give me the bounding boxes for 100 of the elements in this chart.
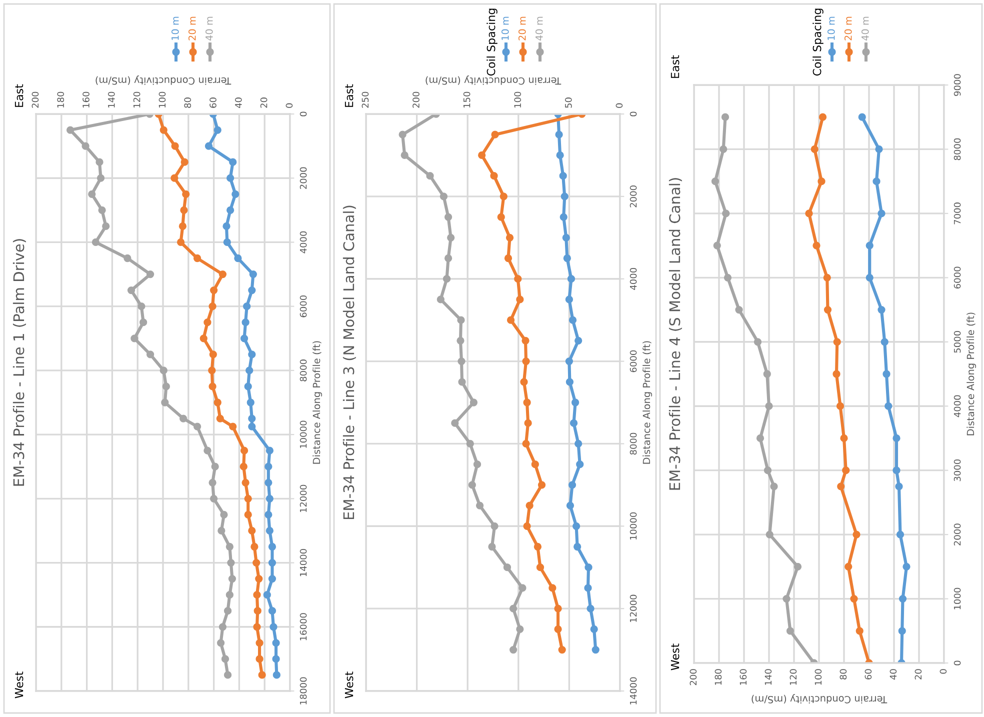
point — [866, 274, 874, 282]
point — [178, 222, 187, 230]
point — [222, 222, 230, 230]
x-tick-label: 120 — [133, 92, 140, 108]
point — [842, 466, 850, 474]
point — [138, 302, 146, 310]
point — [226, 206, 234, 214]
x-tick-label: 200 — [32, 92, 39, 108]
point — [721, 113, 730, 121]
y-axis-title: Distance Along Profile (ft) — [312, 341, 322, 464]
y-tick-label: 14000 — [630, 677, 637, 704]
point — [66, 126, 74, 134]
point — [565, 296, 574, 304]
point — [902, 562, 910, 570]
point — [724, 274, 732, 282]
point — [248, 422, 256, 430]
point — [584, 584, 592, 592]
point — [568, 481, 576, 489]
point — [856, 627, 864, 635]
point — [522, 336, 530, 344]
point — [882, 370, 890, 378]
point — [200, 334, 208, 342]
point — [96, 174, 105, 182]
point — [592, 646, 600, 654]
x-tick-label: 20 — [914, 669, 922, 680]
point — [146, 270, 154, 278]
point — [229, 158, 237, 166]
point — [242, 318, 250, 326]
point — [160, 126, 168, 134]
point — [220, 510, 228, 519]
y-tick-label: 3000 — [954, 459, 961, 482]
x-tick-label: 40 — [890, 669, 897, 680]
point — [268, 574, 276, 583]
point — [218, 623, 227, 631]
point — [208, 478, 216, 486]
x-tick-label: 80 — [840, 669, 847, 680]
point — [208, 382, 216, 390]
point — [566, 502, 574, 510]
point — [258, 671, 266, 679]
point — [520, 378, 528, 386]
point — [204, 142, 213, 150]
point — [823, 274, 831, 282]
point — [457, 316, 465, 324]
point — [765, 402, 773, 410]
y-tick-label: 4000 — [954, 395, 961, 418]
point — [102, 222, 110, 230]
x-tick-label: 0 — [616, 103, 623, 108]
y-tick-label: 2000 — [300, 167, 307, 189]
point — [170, 174, 178, 182]
legend-title: Coil Spacing — [486, 8, 498, 76]
point — [193, 254, 202, 262]
y-tick-label: 0 — [630, 112, 637, 116]
point — [193, 422, 202, 430]
point — [754, 338, 762, 346]
point — [204, 446, 212, 454]
point — [558, 646, 566, 654]
y-tick-label: 12000 — [300, 484, 307, 512]
point — [221, 655, 230, 663]
point — [398, 130, 406, 138]
point — [892, 466, 900, 474]
y-tick-label: 14000 — [300, 549, 307, 576]
x-tick-label: 200 — [412, 92, 420, 108]
point — [526, 502, 534, 510]
point — [272, 655, 280, 663]
x-tick-label: 50 — [564, 98, 572, 108]
point — [204, 318, 212, 326]
point — [240, 446, 248, 454]
point — [818, 178, 826, 186]
point — [574, 440, 582, 448]
point — [833, 338, 841, 346]
y-tick-label: 6000 — [300, 295, 307, 318]
point — [130, 334, 138, 342]
text: EM-34 Profile - Line 4 (S Model Land Canal) — [668, 178, 682, 490]
point — [586, 604, 594, 612]
point — [249, 270, 257, 278]
y-tick-label: 5000 — [954, 331, 961, 353]
point — [563, 254, 571, 262]
point — [782, 594, 790, 603]
point — [248, 526, 256, 535]
point — [210, 494, 218, 502]
point — [490, 172, 498, 180]
x-axis-title: Terrain Conductivity (mS/m) — [426, 75, 562, 85]
point — [722, 210, 730, 218]
point — [711, 178, 720, 186]
point — [554, 604, 562, 612]
point — [473, 460, 482, 468]
text: 10 m — [501, 16, 509, 40]
x-tick-label: 20 — [260, 98, 268, 108]
point — [818, 113, 827, 121]
point — [270, 623, 278, 631]
y-tick-label: 4000 — [300, 231, 307, 254]
point — [572, 522, 580, 530]
x-tick-label: 60 — [864, 669, 872, 680]
y-tick-label: 1000 — [954, 588, 961, 610]
point — [444, 213, 452, 221]
point — [566, 378, 574, 386]
point — [248, 286, 256, 294]
y-tick-label: 8000 — [300, 360, 307, 382]
point — [523, 398, 531, 406]
point — [216, 639, 225, 647]
